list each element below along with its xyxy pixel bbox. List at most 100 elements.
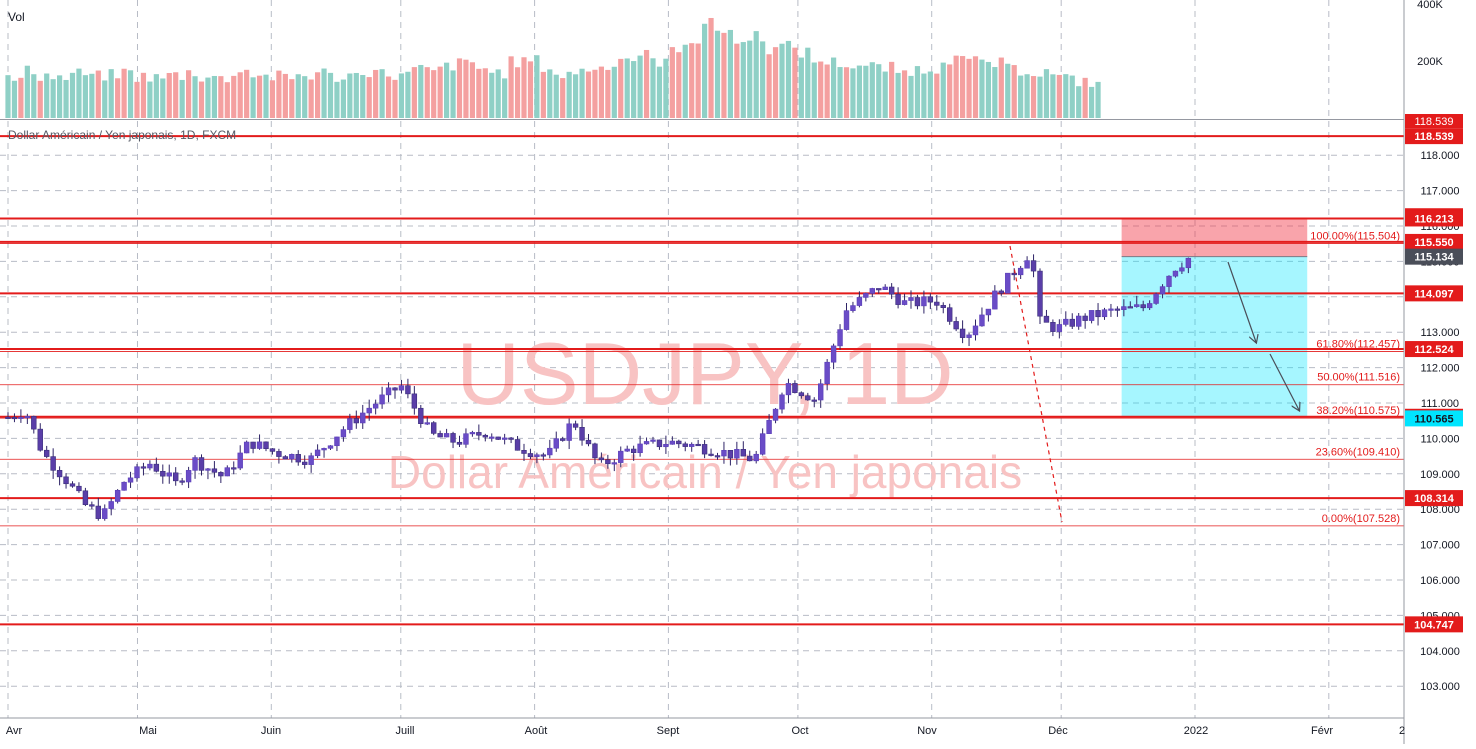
candle-body-44 xyxy=(289,454,295,460)
candle-body-18 xyxy=(121,481,127,491)
volume-bar-102 xyxy=(663,58,669,118)
down-arrow-2 xyxy=(1269,353,1299,410)
candle-body-87 xyxy=(566,423,572,441)
candle-body-96 xyxy=(624,448,630,452)
volume-bar-105 xyxy=(682,44,688,118)
candle-body-59 xyxy=(385,387,392,396)
candle-body-171 xyxy=(1108,308,1114,311)
svg-text:104.747: 104.747 xyxy=(1414,619,1454,631)
candle-body-0 xyxy=(5,416,11,419)
volume-bar-127 xyxy=(824,64,830,118)
candle-body-182 xyxy=(1179,267,1185,272)
volume-bar-152 xyxy=(985,61,991,118)
volume-bar-130 xyxy=(843,67,850,118)
time-tick-6: Oct xyxy=(791,725,808,737)
volume-bar-16 xyxy=(108,69,114,118)
time-tick-10: Févr xyxy=(1311,725,1333,737)
volume-bar-122 xyxy=(792,47,798,118)
volume-bar-0 xyxy=(5,75,11,118)
volume-bar-83 xyxy=(540,71,546,118)
volume-bar-61 xyxy=(398,73,405,118)
volume-bar-51 xyxy=(334,81,340,118)
candle-body-30 xyxy=(198,457,205,471)
candle-body-74 xyxy=(482,434,488,438)
candle-body-4 xyxy=(31,416,37,430)
volume-bar-24 xyxy=(160,78,166,118)
candle-body-62 xyxy=(405,385,411,395)
price-tag-0: 118.539 xyxy=(1405,128,1463,145)
svg-text:110.565: 110.565 xyxy=(1414,413,1453,425)
candle-body-29 xyxy=(192,457,198,471)
candle-body-91 xyxy=(592,443,598,459)
candle-body-127 xyxy=(824,361,830,385)
candle-body-61 xyxy=(398,385,405,391)
volume-bar-101 xyxy=(656,66,663,118)
volume-bar-165 xyxy=(1069,75,1075,118)
candle-body-7 xyxy=(50,456,56,471)
candle-body-56 xyxy=(366,407,372,414)
candle-body-68 xyxy=(443,433,450,438)
candle-body-89 xyxy=(579,427,585,441)
volume-bar-37 xyxy=(244,69,250,118)
volume-bar-166 xyxy=(1076,86,1082,118)
volume-tick-0: 400K xyxy=(1417,0,1443,11)
volume-bar-28 xyxy=(186,70,192,118)
svg-text:115.550: 115.550 xyxy=(1414,237,1453,249)
volume-bar-13 xyxy=(89,73,95,118)
volume-bar-70 xyxy=(456,58,463,118)
candle-body-108 xyxy=(701,444,708,455)
candle-body-83 xyxy=(540,454,547,457)
candle-body-123 xyxy=(798,392,805,397)
volume-bar-167 xyxy=(1082,77,1088,118)
candle-body-145 xyxy=(940,305,946,308)
volume-bar-43 xyxy=(282,73,288,118)
candle-body-141 xyxy=(914,297,921,307)
time-tick-11: 2 xyxy=(1399,725,1405,737)
candle-body-66 xyxy=(430,422,437,434)
candle-body-14 xyxy=(95,505,102,519)
candle-body-179 xyxy=(1159,286,1166,295)
volume-bar-157 xyxy=(1018,75,1024,118)
volume-bar-19 xyxy=(127,70,134,118)
grid-layer xyxy=(0,0,1404,718)
candle-body-137 xyxy=(888,286,895,295)
volume-bar-121 xyxy=(785,40,792,118)
candle-body-174 xyxy=(1127,306,1134,309)
candle-body-180 xyxy=(1166,275,1172,287)
price-tick-12: 106.000 xyxy=(1420,575,1460,587)
volume-bar-1 xyxy=(11,80,18,118)
candle-body-80 xyxy=(521,450,527,454)
candle-body-85 xyxy=(553,438,559,449)
volume-bar-76 xyxy=(495,69,501,118)
volume-bar-85 xyxy=(553,74,559,118)
volume-bar-40 xyxy=(263,74,269,118)
volume-bar-141 xyxy=(914,66,921,118)
volume-bar-119 xyxy=(772,47,779,118)
candle-body-103 xyxy=(669,440,676,445)
volume-bar-89 xyxy=(579,68,585,118)
candle-body-136 xyxy=(882,286,888,290)
volume-bar-92 xyxy=(598,66,604,118)
dashed-trendline xyxy=(1009,245,1063,523)
volume-bar-52 xyxy=(340,79,346,118)
volume-label: Vol xyxy=(8,10,25,24)
volume-bar-138 xyxy=(895,72,901,118)
price-tag-6: 112.524 xyxy=(1405,341,1463,358)
price-tick-7: 111.000 xyxy=(1421,398,1459,410)
candle-body-6 xyxy=(43,449,50,457)
candle-body-170 xyxy=(1101,309,1108,318)
volume-bar-56 xyxy=(366,77,372,118)
candle-body-10 xyxy=(69,483,76,487)
volume-bar-67 xyxy=(437,66,443,118)
chart-title: Dollar Américain / Yen japonais, 1D, FXC… xyxy=(8,128,236,142)
candle-body-23 xyxy=(153,463,160,472)
price-tag-4: 115.134 xyxy=(1405,248,1463,265)
volume-bar-139 xyxy=(901,70,908,118)
volume-bar-47 xyxy=(308,79,314,118)
volume-bar-135 xyxy=(876,64,882,118)
volume-bar-14 xyxy=(95,70,101,118)
volume-bar-161 xyxy=(1043,69,1050,118)
volume-bar-26 xyxy=(173,72,179,118)
volume-bar-63 xyxy=(411,67,417,118)
